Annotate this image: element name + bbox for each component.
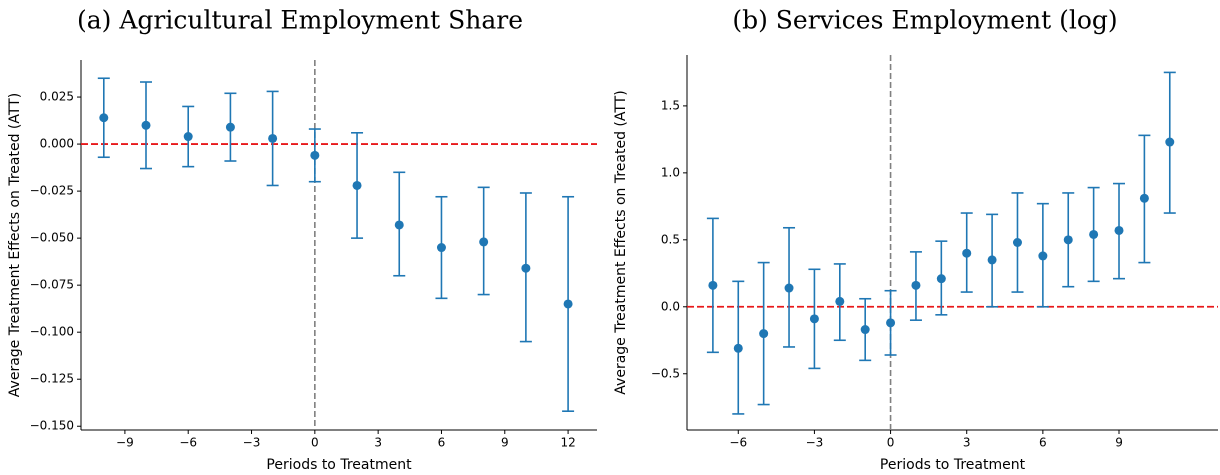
chart-title: (a) Agricultural Employment Share	[77, 6, 523, 35]
y-tick-label: −0.050	[30, 231, 74, 245]
point	[962, 248, 972, 258]
y-tick-label: −0.150	[30, 419, 74, 433]
y-tick-label: 0.5	[661, 232, 680, 246]
point	[563, 299, 573, 309]
point	[141, 120, 151, 130]
y-tick-label: 0.025	[40, 90, 74, 104]
point	[759, 329, 769, 339]
x-tick-label: 9	[1115, 436, 1123, 450]
point	[1139, 193, 1149, 203]
point	[436, 243, 446, 253]
point	[733, 343, 743, 353]
point	[1165, 137, 1175, 147]
x-tick-label: 0	[887, 436, 895, 450]
y-axis-label: Average Treatment Effects on Treated (AT…	[7, 93, 23, 397]
point	[1012, 238, 1022, 247]
x-tick-label: 6	[1039, 436, 1047, 450]
point	[809, 314, 819, 324]
x-tick-label: −6	[729, 436, 747, 450]
x-tick-label: −3	[806, 436, 824, 450]
point	[394, 220, 404, 230]
point	[860, 325, 870, 335]
x-tick-label: −9	[116, 436, 134, 450]
y-tick-label: −0.5	[651, 366, 680, 380]
point	[479, 237, 489, 247]
y-axis-label: Average Treatment Effects on Treated (AT…	[613, 90, 629, 394]
y-tick-label: −0.125	[30, 372, 74, 386]
y-tick-label: 1.0	[661, 165, 680, 179]
y-tick-label: 0.0	[661, 299, 680, 313]
x-tick-label: 6	[438, 436, 446, 450]
y-tick-label: −0.075	[30, 278, 74, 292]
y-tick-label: −0.025	[30, 184, 74, 198]
x-tick-label: 3	[374, 436, 382, 450]
point	[784, 283, 794, 293]
point	[708, 280, 718, 290]
point	[1063, 235, 1073, 245]
y-tick-label: 1.5	[661, 98, 680, 112]
x-axis-label: Periods to Treatment	[880, 457, 1026, 473]
point	[1038, 251, 1048, 261]
point	[936, 274, 946, 284]
chart-title: (b) Services Employment (log)	[732, 6, 1117, 35]
point	[268, 133, 278, 143]
point	[225, 122, 235, 132]
point	[911, 280, 921, 290]
x-axis-label: Periods to Treatment	[266, 457, 412, 473]
point	[886, 318, 896, 328]
y-tick-label: 0.000	[40, 137, 74, 151]
x-tick-label: 0	[311, 436, 319, 450]
point	[1114, 225, 1124, 235]
x-tick-label: 9	[501, 436, 509, 450]
point	[521, 263, 531, 273]
point	[352, 180, 362, 190]
point	[987, 255, 997, 265]
x-tick-label: −3	[243, 436, 261, 450]
y-tick-label: −0.100	[30, 325, 74, 339]
point	[1089, 229, 1099, 239]
point	[310, 150, 320, 160]
x-tick-label: −6	[179, 436, 197, 450]
point	[99, 113, 109, 123]
x-tick-label: 12	[560, 436, 575, 450]
point	[183, 132, 193, 142]
x-tick-label: 3	[963, 436, 971, 450]
point	[835, 296, 845, 306]
